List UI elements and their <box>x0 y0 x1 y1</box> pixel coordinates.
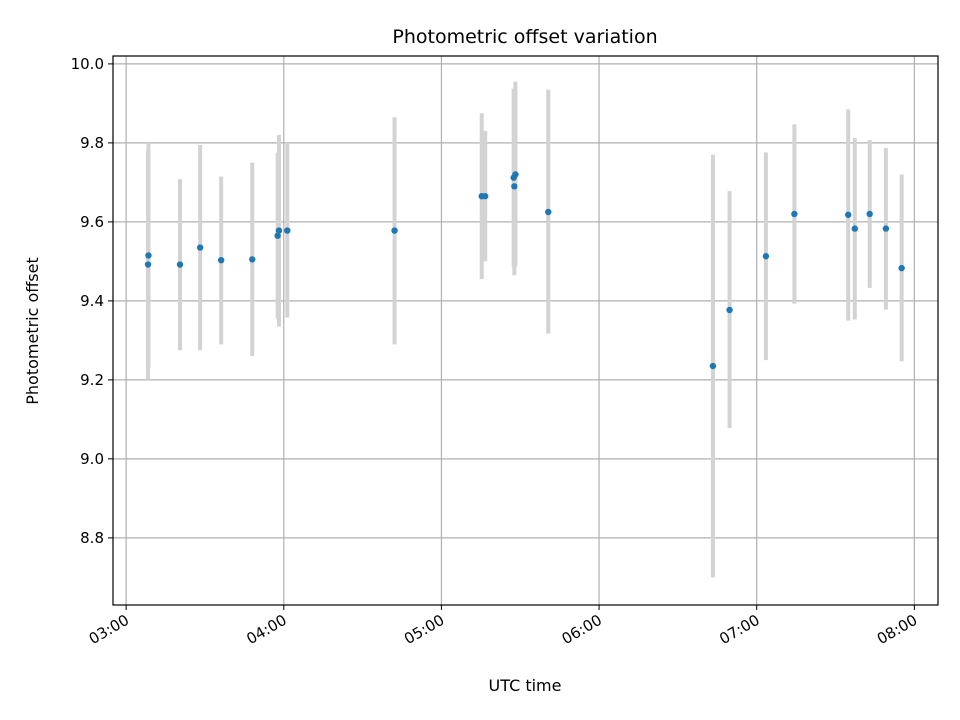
data-point <box>726 306 733 314</box>
data-point <box>791 210 798 218</box>
data-point <box>274 232 281 239</box>
data-point <box>851 225 858 232</box>
y-tick-label: 9.6 <box>80 213 104 231</box>
plot-frame <box>112 55 939 606</box>
data-point <box>217 256 225 264</box>
data-point <box>512 171 519 178</box>
x-axis-label: UTC time <box>489 676 562 695</box>
data-point <box>284 227 291 234</box>
data-point <box>882 225 890 232</box>
data-point <box>709 362 717 370</box>
data-point <box>866 210 873 218</box>
point-layer <box>144 171 905 370</box>
y-tick-label: 9.2 <box>80 371 104 389</box>
data-point <box>196 244 204 251</box>
y-axis-label: Photometric offset <box>23 257 42 405</box>
y-tick-label: 9.0 <box>80 450 104 468</box>
data-point <box>762 253 770 260</box>
data-point <box>145 252 152 259</box>
data-point <box>511 183 518 190</box>
y-tick-label: 8.8 <box>80 529 104 547</box>
data-point <box>144 261 152 268</box>
data-point <box>845 211 852 218</box>
y-tick-label: 10.0 <box>71 55 104 73</box>
data-point <box>249 256 256 263</box>
data-point <box>898 264 905 272</box>
data-point <box>275 227 283 234</box>
y-tick-label: 9.8 <box>80 134 104 152</box>
data-point <box>482 193 489 200</box>
data-point <box>545 208 552 216</box>
data-point <box>176 261 184 268</box>
data-point <box>391 227 398 234</box>
chart-title: Photometric offset variation <box>392 26 657 48</box>
y-tick-label: 9.4 <box>80 292 104 310</box>
